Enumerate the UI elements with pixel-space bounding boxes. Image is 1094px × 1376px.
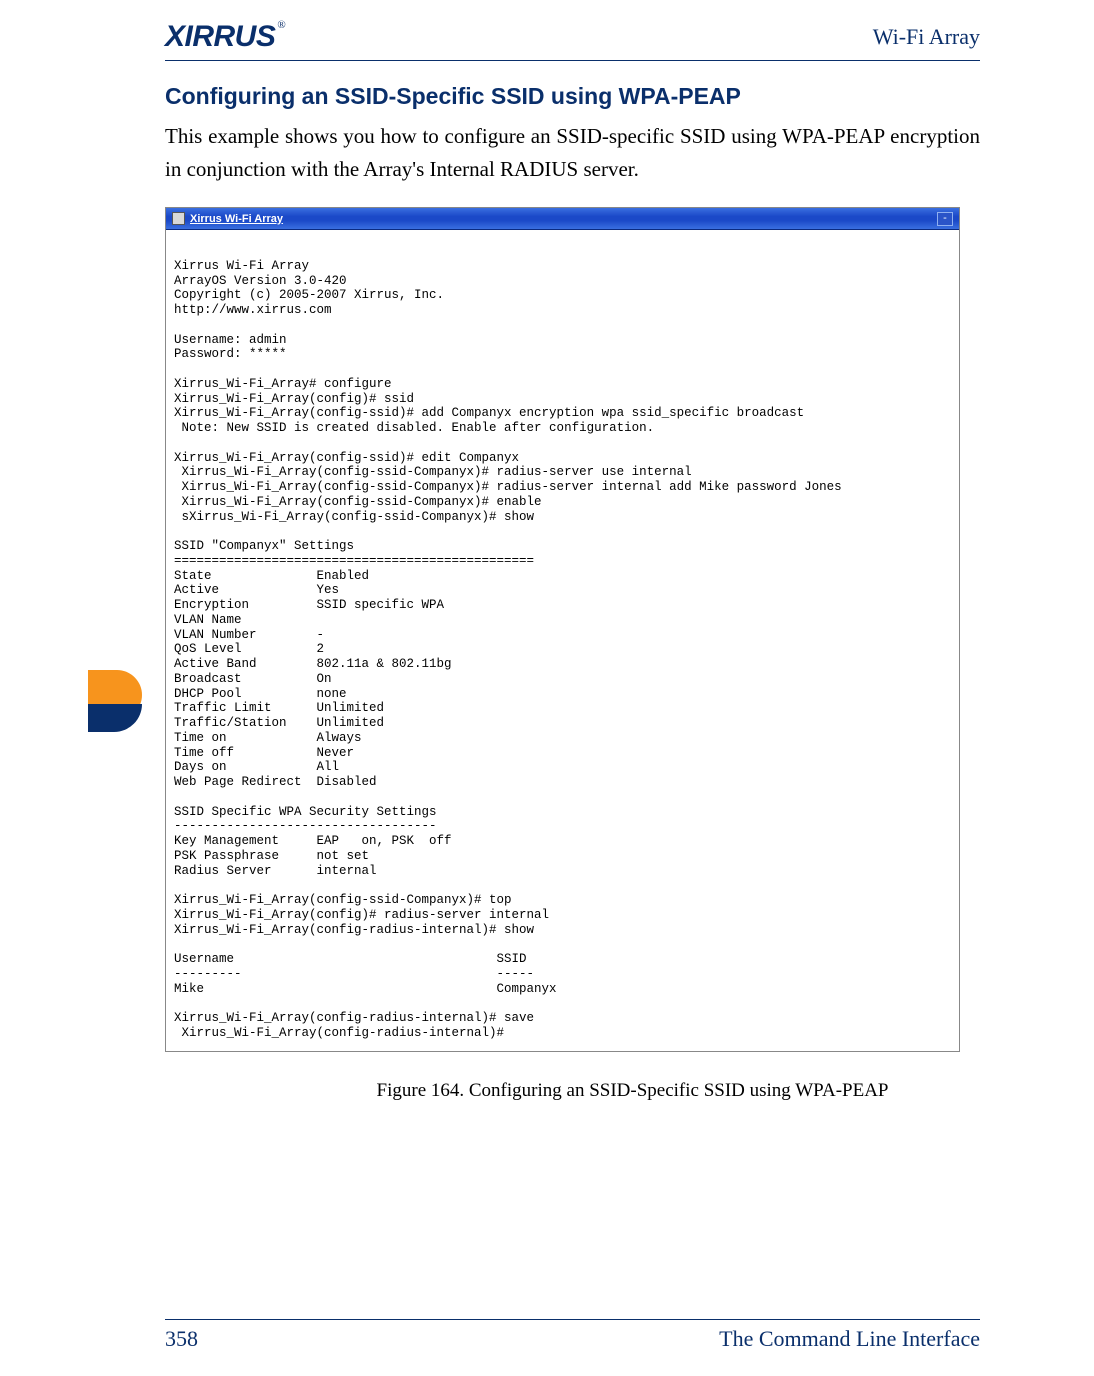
header-product-name: Wi-Fi Array <box>873 24 980 50</box>
page-header: XIRRUS ® Wi-Fi Array <box>165 20 980 61</box>
page-number: 358 <box>165 1326 198 1352</box>
window-titlebar: Xirrus Wi-Fi Array - <box>166 208 959 230</box>
thumb-tab <box>88 670 142 730</box>
terminal-screenshot: Xirrus Wi-Fi Array - Xirrus Wi-Fi Array … <box>165 207 960 1052</box>
thumb-tab-navy <box>88 704 142 732</box>
window-icon <box>172 212 185 225</box>
figure-caption: Figure 164. Configuring an SSID-Specific… <box>285 1080 980 1102</box>
terminal-output: Xirrus Wi-Fi Array ArrayOS Version 3.0-4… <box>166 230 959 1051</box>
registered-mark: ® <box>277 19 285 31</box>
brand-logo: XIRRUS ® <box>165 20 286 54</box>
section-intro: This example shows you how to configure … <box>165 120 980 185</box>
page-content: XIRRUS ® Wi-Fi Array Configuring an SSID… <box>165 20 980 1102</box>
footer-section-title: The Command Line Interface <box>719 1326 980 1352</box>
window-button: - <box>937 212 953 226</box>
window-title: Xirrus Wi-Fi Array <box>190 213 283 225</box>
page-footer: 358 The Command Line Interface <box>165 1319 980 1352</box>
section-heading: Configuring an SSID-Specific SSID using … <box>165 83 980 110</box>
logo-text: XIRRUS <box>165 20 275 54</box>
